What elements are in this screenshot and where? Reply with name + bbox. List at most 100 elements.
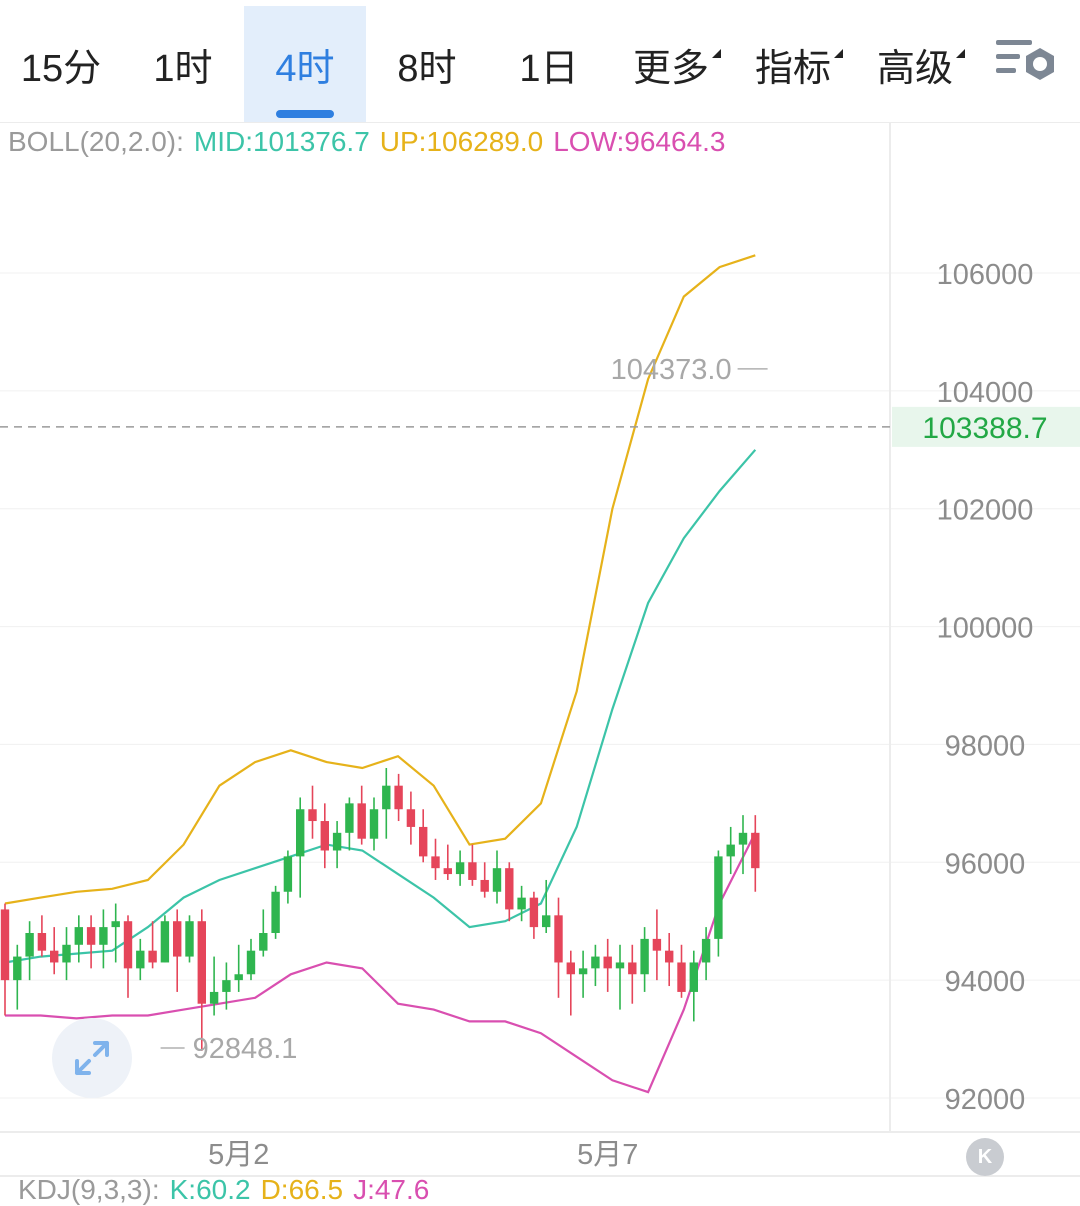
candle-body [701, 938, 711, 963]
candle-body [123, 921, 133, 969]
low-price-label: 92848.1 [193, 1033, 298, 1065]
tab-6[interactable]: 更多 [610, 6, 732, 122]
candle-body [419, 826, 428, 857]
candle-body [13, 956, 22, 981]
tab-label: 15分 [20, 47, 102, 90]
y-tick-label: 100000 [937, 613, 1034, 645]
candle-body [332, 832, 342, 851]
tab-1[interactable]: 15分 [0, 6, 122, 122]
candle-body [455, 862, 465, 875]
y-tick-label: 98000 [945, 730, 1026, 762]
candle-body [86, 927, 96, 945]
candle-body [566, 962, 575, 975]
candle-body [197, 921, 206, 1004]
candle-body [578, 968, 588, 975]
candle-body [148, 950, 157, 963]
candle-body [296, 809, 305, 857]
candle-body [431, 856, 440, 869]
tab-label: 4时 [275, 47, 335, 90]
candle-body [37, 933, 47, 951]
candle-body [136, 950, 145, 969]
expand-arrows-icon [75, 1041, 109, 1075]
candle-body [74, 927, 83, 945]
tab-2[interactable]: 1时 [122, 6, 244, 122]
boll-label: BOLL(20,2.0): [8, 126, 184, 157]
y-tick-label: 92000 [945, 1084, 1026, 1116]
candle-body [99, 927, 108, 945]
tab-label: 8时 [397, 47, 457, 90]
candle-body [492, 868, 502, 892]
kdj-label: KDJ(9,3,3): [18, 1174, 160, 1205]
candle-body [50, 950, 59, 963]
kdj-j-value: J:47.6 [353, 1174, 430, 1205]
candle-body [62, 944, 71, 963]
kdj-d-value: D:66.5 [260, 1174, 344, 1205]
boll-middle-band [4, 449, 757, 964]
candle-body [529, 897, 539, 928]
candle-body [394, 785, 403, 810]
candle-body [357, 803, 366, 839]
candle-body [382, 785, 391, 810]
candle-body [628, 962, 637, 975]
candle-body [480, 879, 489, 892]
kdj-indicator-legend: KDJ(9,3,3): K:60.2 D:66.5 J:47.6 [18, 1174, 439, 1206]
candle-body [271, 891, 280, 933]
boll-mid-value: MID:101376.7 [193, 126, 370, 157]
candle-body [751, 832, 760, 869]
chart-settings-icon[interactable] [994, 34, 1060, 94]
candle-body [0, 909, 10, 981]
candle-body [689, 962, 698, 992]
dropdown-caret-icon [834, 48, 843, 58]
tab-8[interactable]: 高级 [854, 6, 976, 122]
tab-5[interactable]: 1日 [488, 6, 610, 122]
candle-body [320, 821, 329, 851]
x-tick-label: 5月7 [577, 1139, 638, 1171]
current-price-label: 103388.7 [922, 412, 1047, 445]
candle-body [726, 844, 735, 857]
high-price-label: 104373.0 [611, 354, 732, 386]
candle-body [259, 933, 268, 951]
tab-7[interactable]: 指标 [732, 6, 854, 122]
boll-upper-band [4, 254, 756, 905]
tab-label: 更多 [633, 37, 721, 92]
dropdown-caret-icon [712, 48, 721, 58]
tab-label: 1时 [153, 47, 213, 90]
expand-chart-button[interactable] [52, 1018, 132, 1098]
tab-3[interactable]: 4时 [244, 6, 366, 122]
candle-body [160, 921, 170, 963]
candle-body [615, 962, 625, 969]
candle-body [443, 868, 452, 875]
candle-body [246, 950, 256, 975]
active-tab-indicator [276, 110, 334, 118]
y-tick-label: 96000 [945, 848, 1026, 880]
candle-body [173, 921, 182, 957]
candle-body [222, 980, 231, 992]
timeframe-tab-bar: 15分 1时 4时 8时 1日 更多 指标 高级 [0, 0, 1080, 123]
candle-body [554, 915, 563, 963]
kdj-k-value: K:60.2 [169, 1174, 251, 1205]
candle-body [640, 938, 649, 975]
boll-up-value: UP:106289.0 [379, 126, 544, 157]
candle-body [603, 956, 612, 969]
tab-4[interactable]: 8时 [366, 6, 488, 122]
y-tick-label: 94000 [945, 966, 1026, 998]
candle-body [517, 897, 526, 910]
candle-body [185, 921, 194, 957]
y-tick-label: 106000 [937, 259, 1034, 291]
dropdown-caret-icon [956, 48, 965, 58]
candle-body [25, 933, 34, 957]
candle-body [283, 856, 293, 892]
tab-label: 指标 [755, 37, 843, 92]
candle-body [209, 991, 219, 1004]
candle-body [665, 950, 674, 963]
candle-body [505, 868, 514, 910]
boll-lower-band [5, 832, 757, 1094]
current-price-tag [892, 406, 1080, 447]
tab-label: 高级 [877, 37, 965, 92]
candle-body [738, 832, 748, 845]
candle-body [542, 915, 551, 928]
candle-body [468, 862, 477, 880]
candle-body [369, 809, 379, 839]
x-tick-label: 5月2 [208, 1139, 269, 1171]
candlestick-chart[interactable]: 106000 104000 102000 100000 98000 96000 94000 9… [0, 122, 1080, 1192]
